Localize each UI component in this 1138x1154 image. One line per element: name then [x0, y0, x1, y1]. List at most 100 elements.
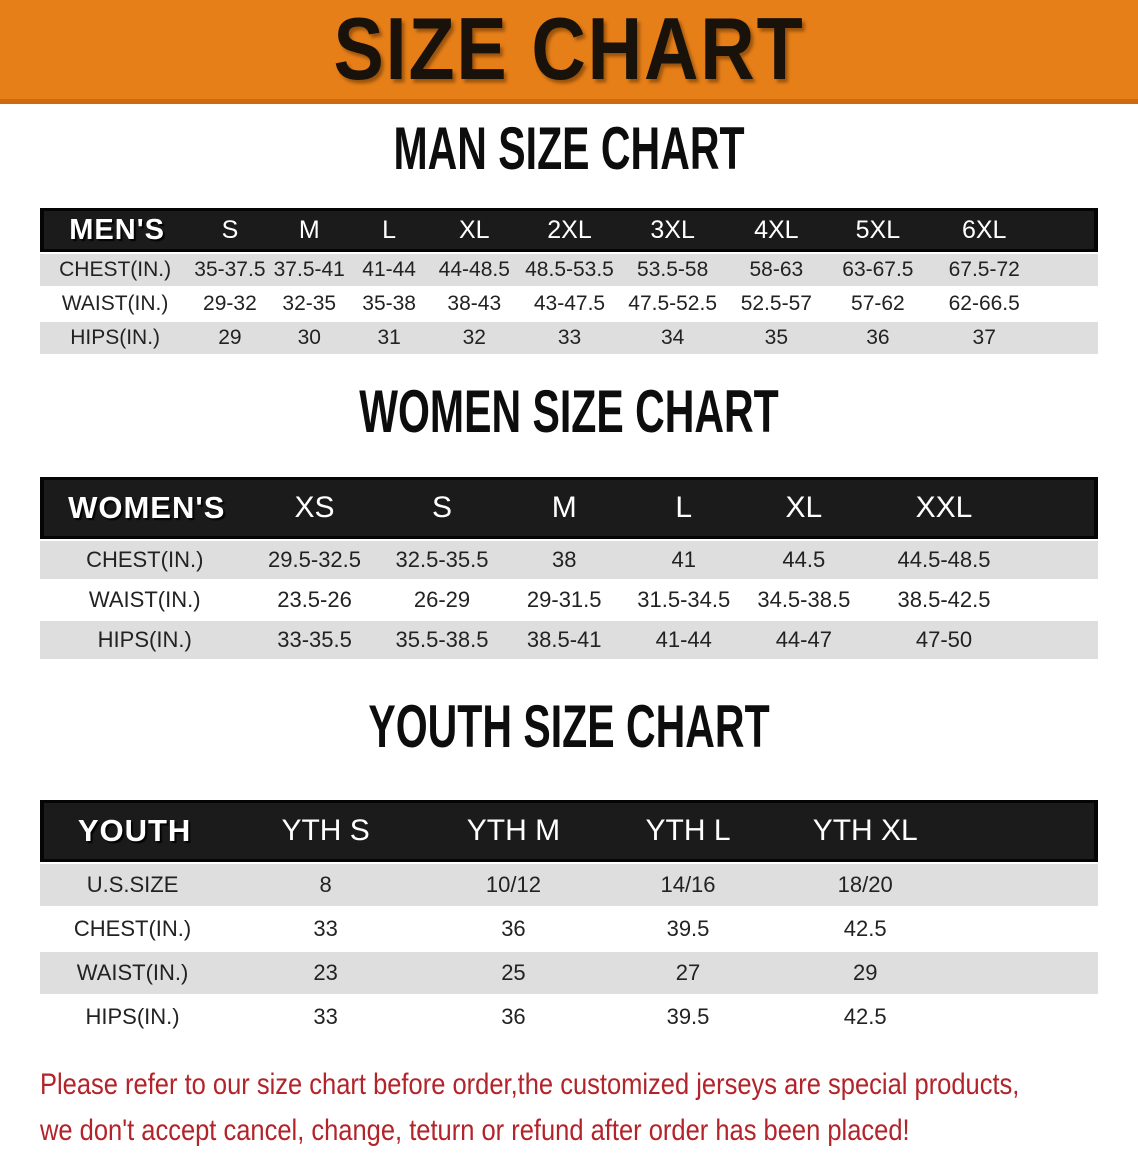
- measure-row-label: HIPS(IN.): [40, 996, 226, 1038]
- header-filler-cell: [1039, 208, 1098, 252]
- measure-row-label: WAIST(IN.): [40, 581, 250, 619]
- size-value-cell: 14/16: [600, 864, 776, 906]
- row-filler-cell: [1039, 254, 1098, 286]
- womens-size-table: WOMEN'S XS S M L XL XXL CHEST(IN.) 29.5-32.5 32.5…: [40, 475, 1098, 661]
- women-size-chart-title: WOMEN SIZE CHART: [359, 378, 779, 446]
- size-value-cell: 41: [623, 541, 744, 579]
- measure-row-label: HIPS(IN.): [40, 322, 191, 354]
- size-value-cell: 57-62: [827, 288, 929, 320]
- group-label: YOUTH: [40, 800, 226, 862]
- size-value-cell: 33: [225, 996, 427, 1038]
- size-value-cell: 27: [600, 952, 776, 994]
- measurement-row: HIPS(IN.) 33 36 39.5 42.5: [40, 996, 1098, 1038]
- size-value-cell: 29-31.5: [504, 581, 624, 619]
- womens-size-table-holder: WOMEN'S XS S M L XL XXL CHEST(IN.) 29.5-32.5 32.5…: [0, 475, 1138, 661]
- size-value-cell: 39.5: [600, 908, 776, 950]
- size-value-cell: 47-50: [864, 621, 1024, 659]
- size-column-header: YTH M: [426, 800, 601, 862]
- size-column-header: L: [623, 477, 744, 539]
- size-value-cell: 32: [429, 322, 520, 354]
- size-value-cell: 33: [225, 908, 427, 950]
- row-filler-cell: [955, 996, 1098, 1038]
- man-size-chart-section: MAN SIZE CHART MEN'S S M L XL 2XL 3XL 4XL 5XL 6XL…: [0, 115, 1138, 356]
- size-value-cell: 32.5-35.5: [379, 541, 505, 579]
- size-column-header: XL: [429, 208, 520, 252]
- size-value-cell: 44.5-48.5: [864, 541, 1024, 579]
- size-column-header: 2XL: [519, 208, 620, 252]
- size-column-header: YTH S: [225, 800, 427, 862]
- size-value-cell: 44-48.5: [429, 254, 520, 286]
- youth-size-table-holder: YOUTH YTH S YTH M YTH L YTH XL U.S.SIZE 8 10/12…: [0, 798, 1138, 1040]
- size-value-cell: 35: [725, 322, 828, 354]
- banner: SIZE CHART: [0, 0, 1138, 104]
- size-column-header: M: [269, 208, 349, 252]
- disclaimer-line-1: Please refer to our size chart before or…: [40, 1068, 1020, 1101]
- size-column-header: M: [504, 477, 624, 539]
- size-value-cell: 30: [269, 322, 349, 354]
- size-value-cell: 25: [426, 952, 601, 994]
- size-value-cell: 10/12: [426, 864, 601, 906]
- size-column-header: YTH L: [600, 800, 776, 862]
- size-value-cell: 36: [426, 996, 601, 1038]
- size-value-cell: 67.5-72: [928, 254, 1040, 286]
- measurement-row: U.S.SIZE 8 10/12 14/16 18/20: [40, 864, 1098, 906]
- size-column-header: YTH XL: [775, 800, 956, 862]
- row-filler-cell: [1039, 288, 1098, 320]
- measure-row-label: HIPS(IN.): [40, 621, 250, 659]
- size-value-cell: 62-66.5: [928, 288, 1040, 320]
- size-value-cell: 42.5: [775, 996, 956, 1038]
- size-value-cell: 33-35.5: [249, 621, 380, 659]
- row-filler-cell: [955, 864, 1098, 906]
- measure-row-label: U.S.SIZE: [40, 864, 226, 906]
- man-size-chart-title: MAN SIZE CHART: [393, 115, 745, 183]
- size-value-cell: 38.5-42.5: [864, 581, 1024, 619]
- size-chart-content: MAN SIZE CHART MEN'S S M L XL 2XL 3XL 4XL 5XL 6XL…: [0, 115, 1138, 1040]
- measure-row-label: WAIST(IN.): [40, 288, 191, 320]
- measurement-row: WAIST(IN.) 23 25 27 29: [40, 952, 1098, 994]
- size-value-cell: 35.5-38.5: [379, 621, 505, 659]
- mens-size-table: MEN'S S M L XL 2XL 3XL 4XL 5XL 6XL CHEST(IN.) 35-37…: [40, 206, 1098, 356]
- size-value-cell: 38-43: [429, 288, 520, 320]
- measurement-row: CHEST(IN.) 35-37.5 37.5-41 41-44 44-48.5 48.5…: [40, 254, 1098, 286]
- measure-row-label: CHEST(IN.): [40, 908, 226, 950]
- measurement-row: HIPS(IN.) 29 30 31 32 33 34 35 36 37: [40, 322, 1098, 354]
- size-column-header: XL: [743, 477, 865, 539]
- size-column-header: XS: [249, 477, 380, 539]
- measurement-row: WAIST(IN.) 23.5-26 26-29 29-31.5 31.5-34.5 34…: [40, 581, 1098, 619]
- measurement-row: CHEST(IN.) 33 36 39.5 42.5: [40, 908, 1098, 950]
- size-value-cell: 48.5-53.5: [519, 254, 620, 286]
- size-value-cell: 35-38: [348, 288, 430, 320]
- size-value-cell: 29: [775, 952, 956, 994]
- group-label: MEN'S: [40, 208, 191, 252]
- row-filler-cell: [1023, 621, 1098, 659]
- size-value-cell: 29.5-32.5: [249, 541, 380, 579]
- row-filler-cell: [1023, 541, 1098, 579]
- size-value-cell: 41-44: [623, 621, 744, 659]
- size-value-cell: 44.5: [743, 541, 865, 579]
- size-value-cell: 41-44: [348, 254, 430, 286]
- size-value-cell: 39.5: [600, 996, 776, 1038]
- size-value-cell: 34: [619, 322, 726, 354]
- size-value-cell: 36: [426, 908, 601, 950]
- size-value-cell: 58-63: [725, 254, 828, 286]
- women-size-chart-section: WOMEN SIZE CHART WOMEN'S XS S M L XL XXL CHEST(…: [0, 378, 1138, 661]
- header-filler-cell: [955, 800, 1098, 862]
- youth-size-table: YOUTH YTH S YTH M YTH L YTH XL U.S.SIZE 8 10/12…: [40, 798, 1098, 1040]
- size-value-cell: 52.5-57: [725, 288, 828, 320]
- header-filler-cell: [1023, 477, 1098, 539]
- size-value-cell: 23.5-26: [249, 581, 380, 619]
- size-value-cell: 31.5-34.5: [623, 581, 744, 619]
- row-filler-cell: [1039, 322, 1098, 354]
- banner-title: SIZE CHART: [333, 0, 805, 99]
- size-column-header: 6XL: [928, 208, 1040, 252]
- measurement-row: HIPS(IN.) 33-35.5 35.5-38.5 38.5-41 41-44 44-…: [40, 621, 1098, 659]
- size-value-cell: 33: [519, 322, 620, 354]
- size-value-cell: 23: [225, 952, 427, 994]
- size-value-cell: 44-47: [743, 621, 865, 659]
- size-value-cell: 29-32: [190, 288, 270, 320]
- size-value-cell: 37: [928, 322, 1040, 354]
- size-column-header: 4XL: [725, 208, 828, 252]
- row-filler-cell: [1023, 581, 1098, 619]
- size-value-cell: 36: [827, 322, 929, 354]
